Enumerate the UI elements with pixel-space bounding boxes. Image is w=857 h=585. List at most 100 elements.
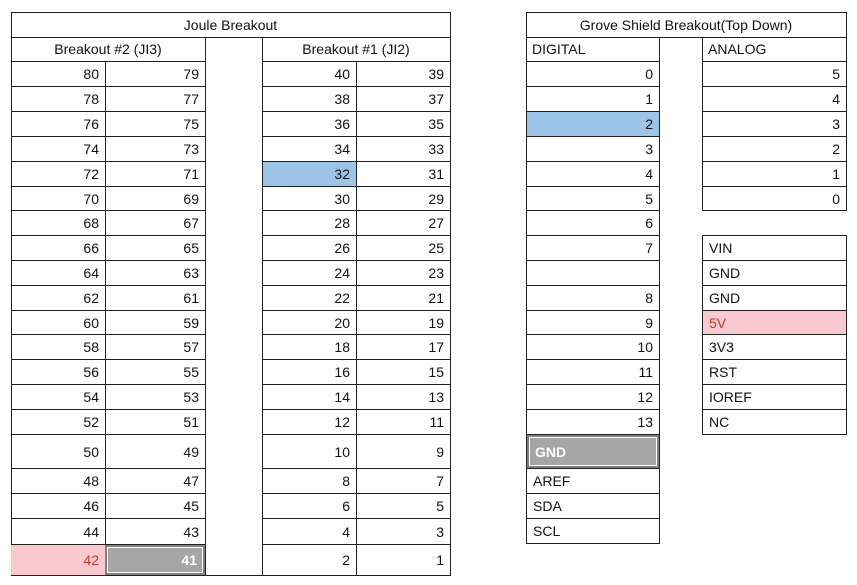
joule-row-line bbox=[11, 111, 205, 112]
joule-header-line bbox=[11, 61, 205, 62]
joule-row-line bbox=[11, 409, 205, 410]
joule-pin: 65 bbox=[183, 240, 199, 256]
joule-pin: 60 bbox=[83, 314, 99, 331]
joule-row-line bbox=[262, 493, 450, 494]
joule-pin: 44 bbox=[83, 523, 99, 540]
joule-row-line bbox=[262, 285, 450, 286]
analog-row-line bbox=[702, 136, 846, 137]
joule-pin: 54 bbox=[83, 389, 99, 405]
power-row-line bbox=[702, 359, 846, 360]
joule-row-line bbox=[11, 161, 205, 162]
digital-row-line bbox=[526, 61, 659, 62]
joule-row-line bbox=[262, 260, 450, 261]
joule-row-line bbox=[262, 235, 450, 236]
joule-row-line bbox=[11, 186, 205, 187]
joule-row-line bbox=[262, 359, 450, 360]
joule-col-line bbox=[262, 37, 263, 575]
digital-row-line bbox=[526, 285, 659, 286]
joule-pin: 40 bbox=[334, 66, 350, 82]
joule-col-line bbox=[356, 61, 357, 575]
joule-pin: 38 bbox=[334, 91, 350, 107]
power-row-line bbox=[702, 310, 846, 311]
analog-header: ANALOG bbox=[708, 41, 767, 57]
digital-extra-pin: GND bbox=[527, 435, 659, 468]
digital-extra-pin: AREF bbox=[533, 473, 571, 489]
joule-row-line bbox=[11, 210, 205, 211]
joule-header-line bbox=[11, 37, 450, 38]
digital-pin: 5 bbox=[645, 190, 653, 207]
digital-row-line bbox=[526, 260, 659, 261]
joule-row-line bbox=[11, 384, 205, 385]
joule-row-line bbox=[11, 544, 205, 545]
joule-pin: 14 bbox=[334, 389, 350, 405]
digital-row-line bbox=[526, 359, 659, 360]
joule-pin: 11 bbox=[429, 414, 444, 430]
digital-pin: 13 bbox=[637, 414, 653, 430]
joule-pin: 37 bbox=[428, 91, 444, 107]
joule-pin: 59 bbox=[183, 314, 199, 331]
power-row-line bbox=[702, 409, 846, 410]
digital-row-line bbox=[526, 409, 659, 410]
digital-row-line bbox=[526, 210, 659, 211]
joule-pin: 73 bbox=[183, 141, 199, 157]
joule-pin: 62 bbox=[83, 290, 99, 306]
analog-pin: 5 bbox=[832, 66, 840, 82]
power-pin: NC bbox=[709, 414, 730, 430]
joule-pin: 35 bbox=[428, 116, 444, 132]
power-pin: 3V3 bbox=[709, 339, 734, 355]
joule-pin: 28 bbox=[334, 215, 350, 231]
analog-row-line bbox=[702, 186, 846, 187]
joule-pin: 3 bbox=[436, 523, 444, 540]
digital-pin: 6 bbox=[645, 215, 653, 231]
analog-pin: 2 bbox=[832, 141, 840, 157]
analog-pin: 3 bbox=[832, 116, 840, 132]
digital-pin: 3 bbox=[645, 141, 653, 157]
joule-pin: 34 bbox=[334, 141, 350, 157]
analog-row-line bbox=[702, 161, 846, 162]
joule-row-line bbox=[262, 544, 450, 545]
digital-extra-pin: SDA bbox=[533, 498, 562, 514]
joule-row-line bbox=[262, 86, 450, 87]
joule-table-border bbox=[11, 12, 451, 576]
joule-pin: 12 bbox=[334, 414, 350, 430]
joule-pin: 17 bbox=[428, 339, 444, 355]
joule-pin: 68 bbox=[83, 215, 99, 231]
digital-row-line bbox=[526, 86, 659, 87]
digital-pin: 9 bbox=[645, 314, 653, 331]
joule-pin: 19 bbox=[428, 314, 444, 331]
joule-pin: 15 bbox=[428, 364, 444, 380]
joule-row-line bbox=[262, 334, 450, 335]
joule-row-line bbox=[262, 409, 450, 410]
joule-row-line bbox=[11, 235, 205, 236]
digital-row-line bbox=[526, 334, 659, 335]
joule-pin: 16 bbox=[334, 364, 350, 380]
joule-row-line bbox=[262, 518, 450, 519]
digital-row-line bbox=[526, 161, 659, 162]
digital-row-line bbox=[526, 493, 659, 494]
joule-pin: 50 bbox=[83, 443, 99, 460]
joule-pin: 23 bbox=[428, 265, 444, 281]
joule-pin: 51 bbox=[183, 414, 199, 430]
digital-pin: 2 bbox=[527, 112, 659, 136]
digital-pin: 1 bbox=[645, 91, 653, 107]
joule-row-line bbox=[11, 518, 205, 519]
joule-pin: 67 bbox=[183, 215, 199, 231]
digital-pin: 7 bbox=[645, 240, 653, 256]
digital-row-line bbox=[526, 235, 659, 236]
joule-col-line bbox=[105, 61, 106, 575]
digital-pin: 11 bbox=[638, 364, 653, 380]
joule-pin: 69 bbox=[183, 190, 199, 207]
power-pin: GND bbox=[709, 265, 741, 281]
joule-pin: 63 bbox=[183, 265, 199, 281]
analog-row-line bbox=[702, 61, 846, 62]
joule-row-line bbox=[11, 359, 205, 360]
joule-pin: 18 bbox=[334, 339, 350, 355]
digital-row-line bbox=[526, 468, 659, 469]
joule-row-line bbox=[262, 186, 450, 187]
joule-pin: 31 bbox=[428, 166, 444, 182]
joule-row-line bbox=[262, 111, 450, 112]
joule-pin: 39 bbox=[428, 66, 444, 82]
joule-pin: 32 bbox=[263, 162, 356, 186]
analog-row-line bbox=[702, 111, 846, 112]
joule-pin: 2 bbox=[342, 552, 350, 568]
